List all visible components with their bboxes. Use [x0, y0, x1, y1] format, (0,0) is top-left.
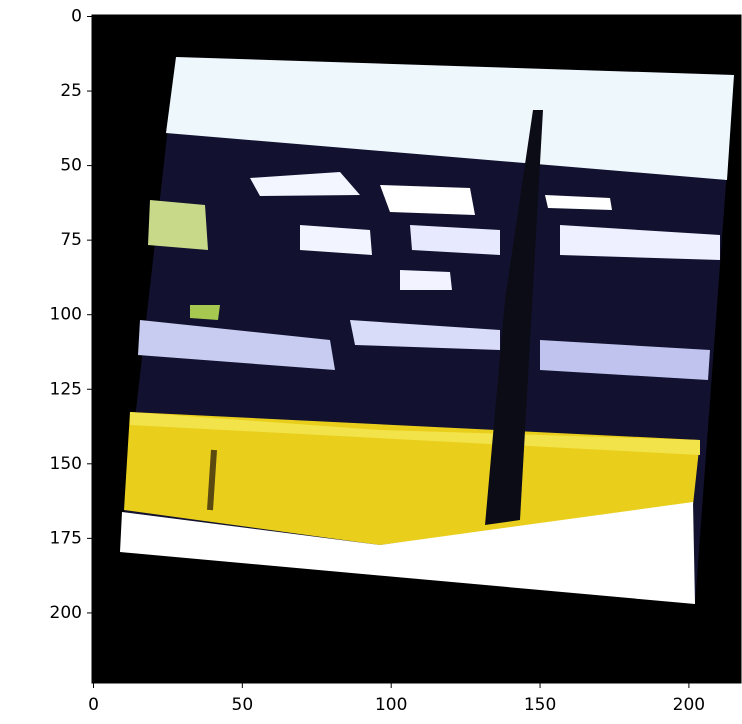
- x-tick-label: 50: [232, 695, 254, 715]
- patch: [400, 270, 452, 290]
- y-tick-label: 200: [50, 603, 82, 623]
- patch: [300, 225, 372, 255]
- y-tick-label: 150: [50, 454, 82, 474]
- x-tick-label: 200: [673, 695, 705, 715]
- x-tick-label: 150: [524, 695, 556, 715]
- image: [92, 15, 741, 683]
- x-tick-label: 0: [88, 695, 99, 715]
- y-tick-label: 175: [50, 528, 82, 548]
- y-tick-label: 125: [50, 379, 82, 399]
- y-tick-label: 0: [71, 6, 82, 26]
- x-tick-label: 100: [375, 695, 407, 715]
- block-gap: [210, 450, 214, 510]
- page: 0501001502000255075100125150175200 (() =…: [0, 0, 742, 724]
- patch: [148, 200, 208, 250]
- patch: [380, 185, 475, 215]
- patch: [410, 225, 500, 255]
- y-tick-label: 100: [50, 305, 82, 325]
- y-tick-label: 25: [60, 81, 82, 101]
- chart: 0 50 100 150 200 0 25 50 75 100 125 150 175 200: [0, 0, 742, 724]
- patch: [190, 305, 220, 320]
- y-tick-label: 50: [60, 156, 82, 176]
- y-tick-label: 75: [60, 230, 82, 250]
